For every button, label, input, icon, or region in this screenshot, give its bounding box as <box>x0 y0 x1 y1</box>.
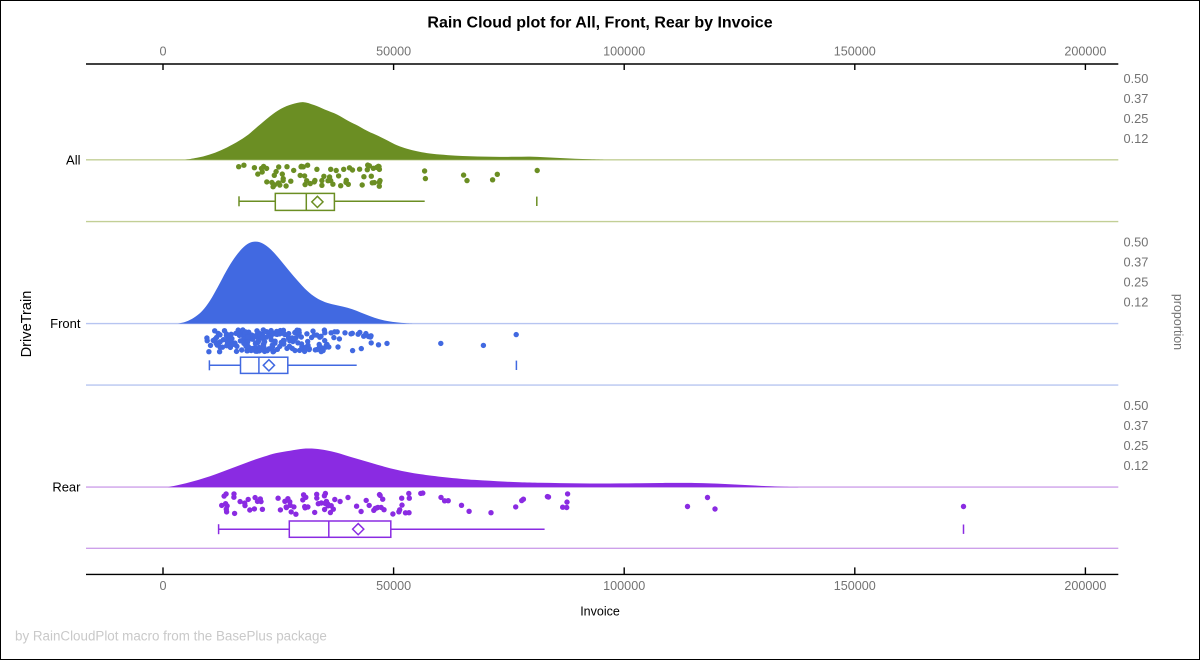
svg-text:Invoice: Invoice <box>580 605 620 619</box>
svg-text:0: 0 <box>159 45 166 59</box>
svg-text:0.37: 0.37 <box>1124 255 1149 270</box>
svg-text:0.25: 0.25 <box>1124 275 1149 290</box>
svg-text:0.50: 0.50 <box>1124 71 1149 86</box>
svg-text:0.12: 0.12 <box>1124 458 1149 473</box>
svg-text:200000: 200000 <box>1064 579 1106 593</box>
svg-text:100000: 100000 <box>603 579 645 593</box>
svg-text:by RainCloudPlot macro from th: by RainCloudPlot macro from the BasePlus… <box>15 629 327 644</box>
svg-text:proportion: proportion <box>1171 294 1185 350</box>
svg-text:All: All <box>66 152 81 167</box>
svg-text:0.37: 0.37 <box>1124 91 1149 106</box>
svg-text:Rain Cloud plot for All, Front: Rain Cloud plot for All, Front, Rear by … <box>427 15 772 32</box>
svg-text:0: 0 <box>159 579 166 593</box>
svg-text:DriveTrain: DriveTrain <box>19 291 35 358</box>
svg-text:200000: 200000 <box>1064 45 1106 59</box>
svg-text:0.37: 0.37 <box>1124 418 1149 433</box>
svg-text:50000: 50000 <box>376 579 411 593</box>
svg-text:Rear: Rear <box>52 480 81 495</box>
svg-text:0.50: 0.50 <box>1124 235 1149 250</box>
svg-text:150000: 150000 <box>834 579 876 593</box>
svg-text:0.50: 0.50 <box>1124 398 1149 413</box>
svg-text:0.25: 0.25 <box>1124 111 1149 126</box>
svg-text:50000: 50000 <box>376 45 411 59</box>
svg-text:0.25: 0.25 <box>1124 438 1149 453</box>
svg-text:100000: 100000 <box>603 45 645 59</box>
svg-text:150000: 150000 <box>834 45 876 59</box>
svg-text:0.12: 0.12 <box>1124 295 1149 310</box>
svg-text:0.12: 0.12 <box>1124 131 1149 146</box>
svg-text:Front: Front <box>50 316 81 331</box>
